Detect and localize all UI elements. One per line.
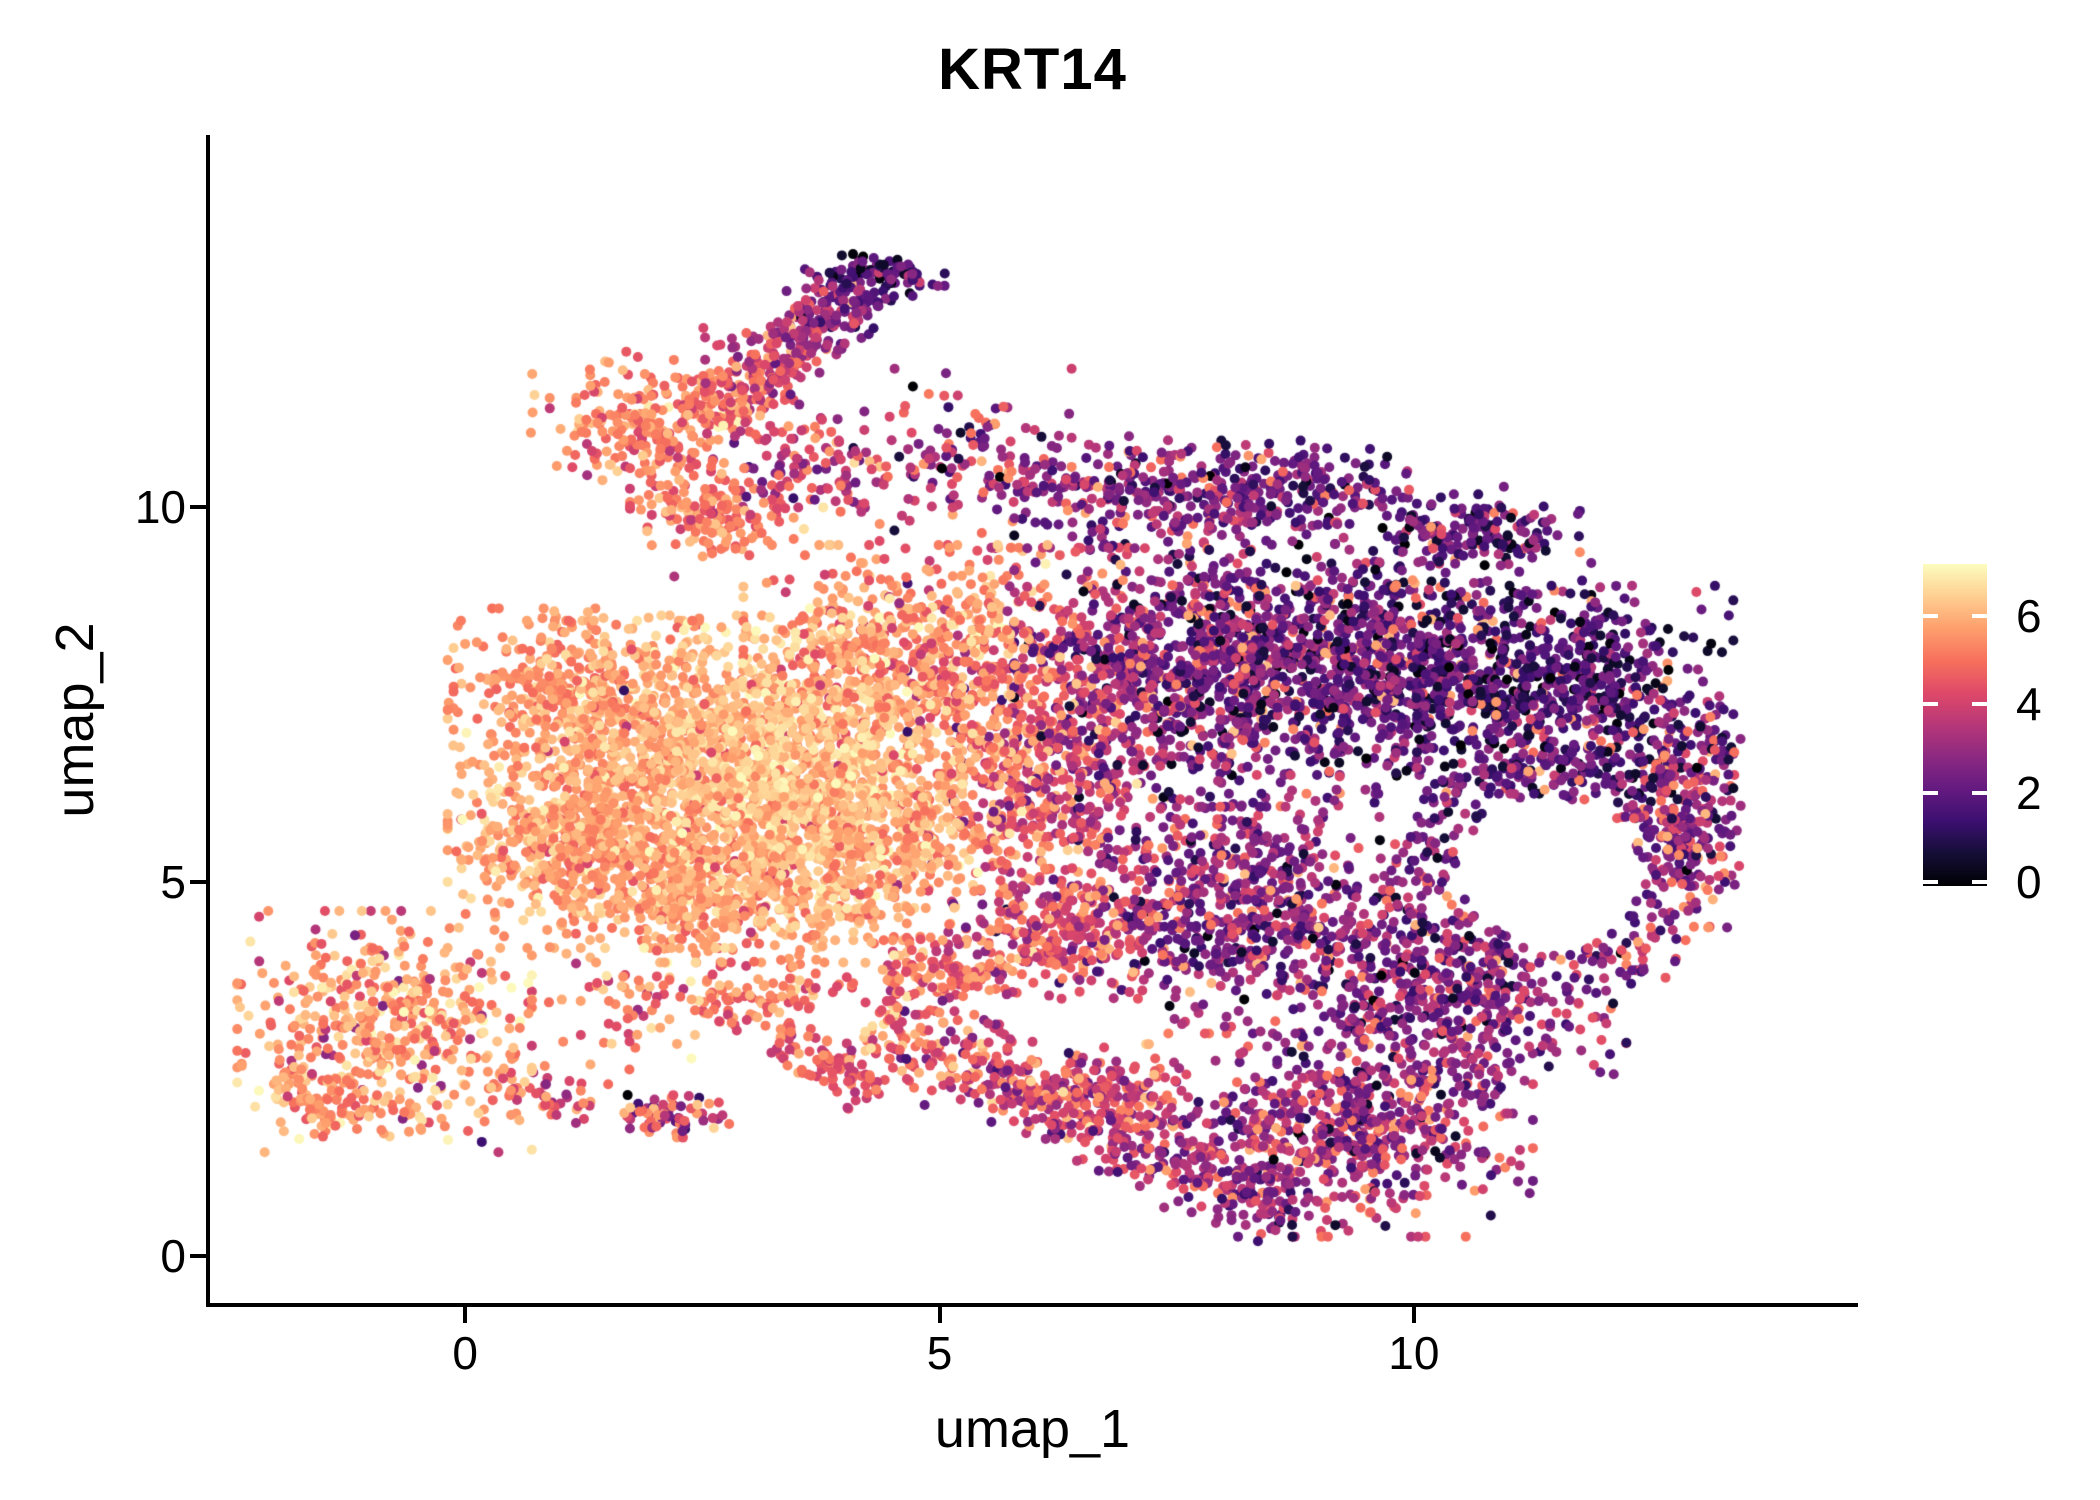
y-tick-mark-10 (190, 505, 206, 510)
y-tick-label-0: 0 (160, 1230, 186, 1283)
colorbar-tick-label-2: 2 (2016, 767, 2042, 820)
plot-panel (210, 135, 1855, 1305)
x-axis-line (206, 1303, 1858, 1307)
colorbar-notch-left-0 (1923, 880, 1938, 884)
colorbar-gradient (1923, 564, 1987, 886)
x-tick-mark-5 (937, 1307, 942, 1323)
x-tick-label-5: 5 (926, 1327, 953, 1379)
colorbar-notch-right-0 (1972, 880, 1987, 884)
x-tick-label-10: 10 (1388, 1327, 1440, 1379)
y-tick-mark-5 (190, 879, 206, 884)
colorbar-notch-right-2 (1972, 791, 1987, 796)
umap-scatter-canvas (210, 135, 1855, 1305)
x-axis-title: umap_1 (934, 1399, 1131, 1459)
colorbar-notch-right-4 (1972, 702, 1987, 707)
y-axis-line (206, 135, 210, 1307)
colorbar-tick-label-0: 0 (2016, 856, 2042, 908)
y-axis-title: umap_2 (45, 622, 105, 818)
x-tick-label-0: 0 (452, 1327, 478, 1379)
x-tick-mark-10 (1411, 1307, 1416, 1323)
colorbar-notch-right-6 (1972, 613, 1987, 618)
colorbar-tick-label-6: 6 (2016, 589, 2042, 642)
colorbar-notch-left-2 (1923, 791, 1938, 796)
colorbar-notch-left-6 (1923, 613, 1938, 618)
y-tick-mark-0 (190, 1254, 206, 1259)
colorbar-tick-label-4: 4 (2016, 678, 2042, 731)
colorbar-notch-left-4 (1923, 702, 1938, 707)
y-tick-label-5: 5 (160, 855, 186, 908)
y-tick-label-10: 10 (134, 481, 186, 534)
x-tick-mark-0 (463, 1307, 468, 1323)
page-title: KRT14 (938, 37, 1127, 102)
